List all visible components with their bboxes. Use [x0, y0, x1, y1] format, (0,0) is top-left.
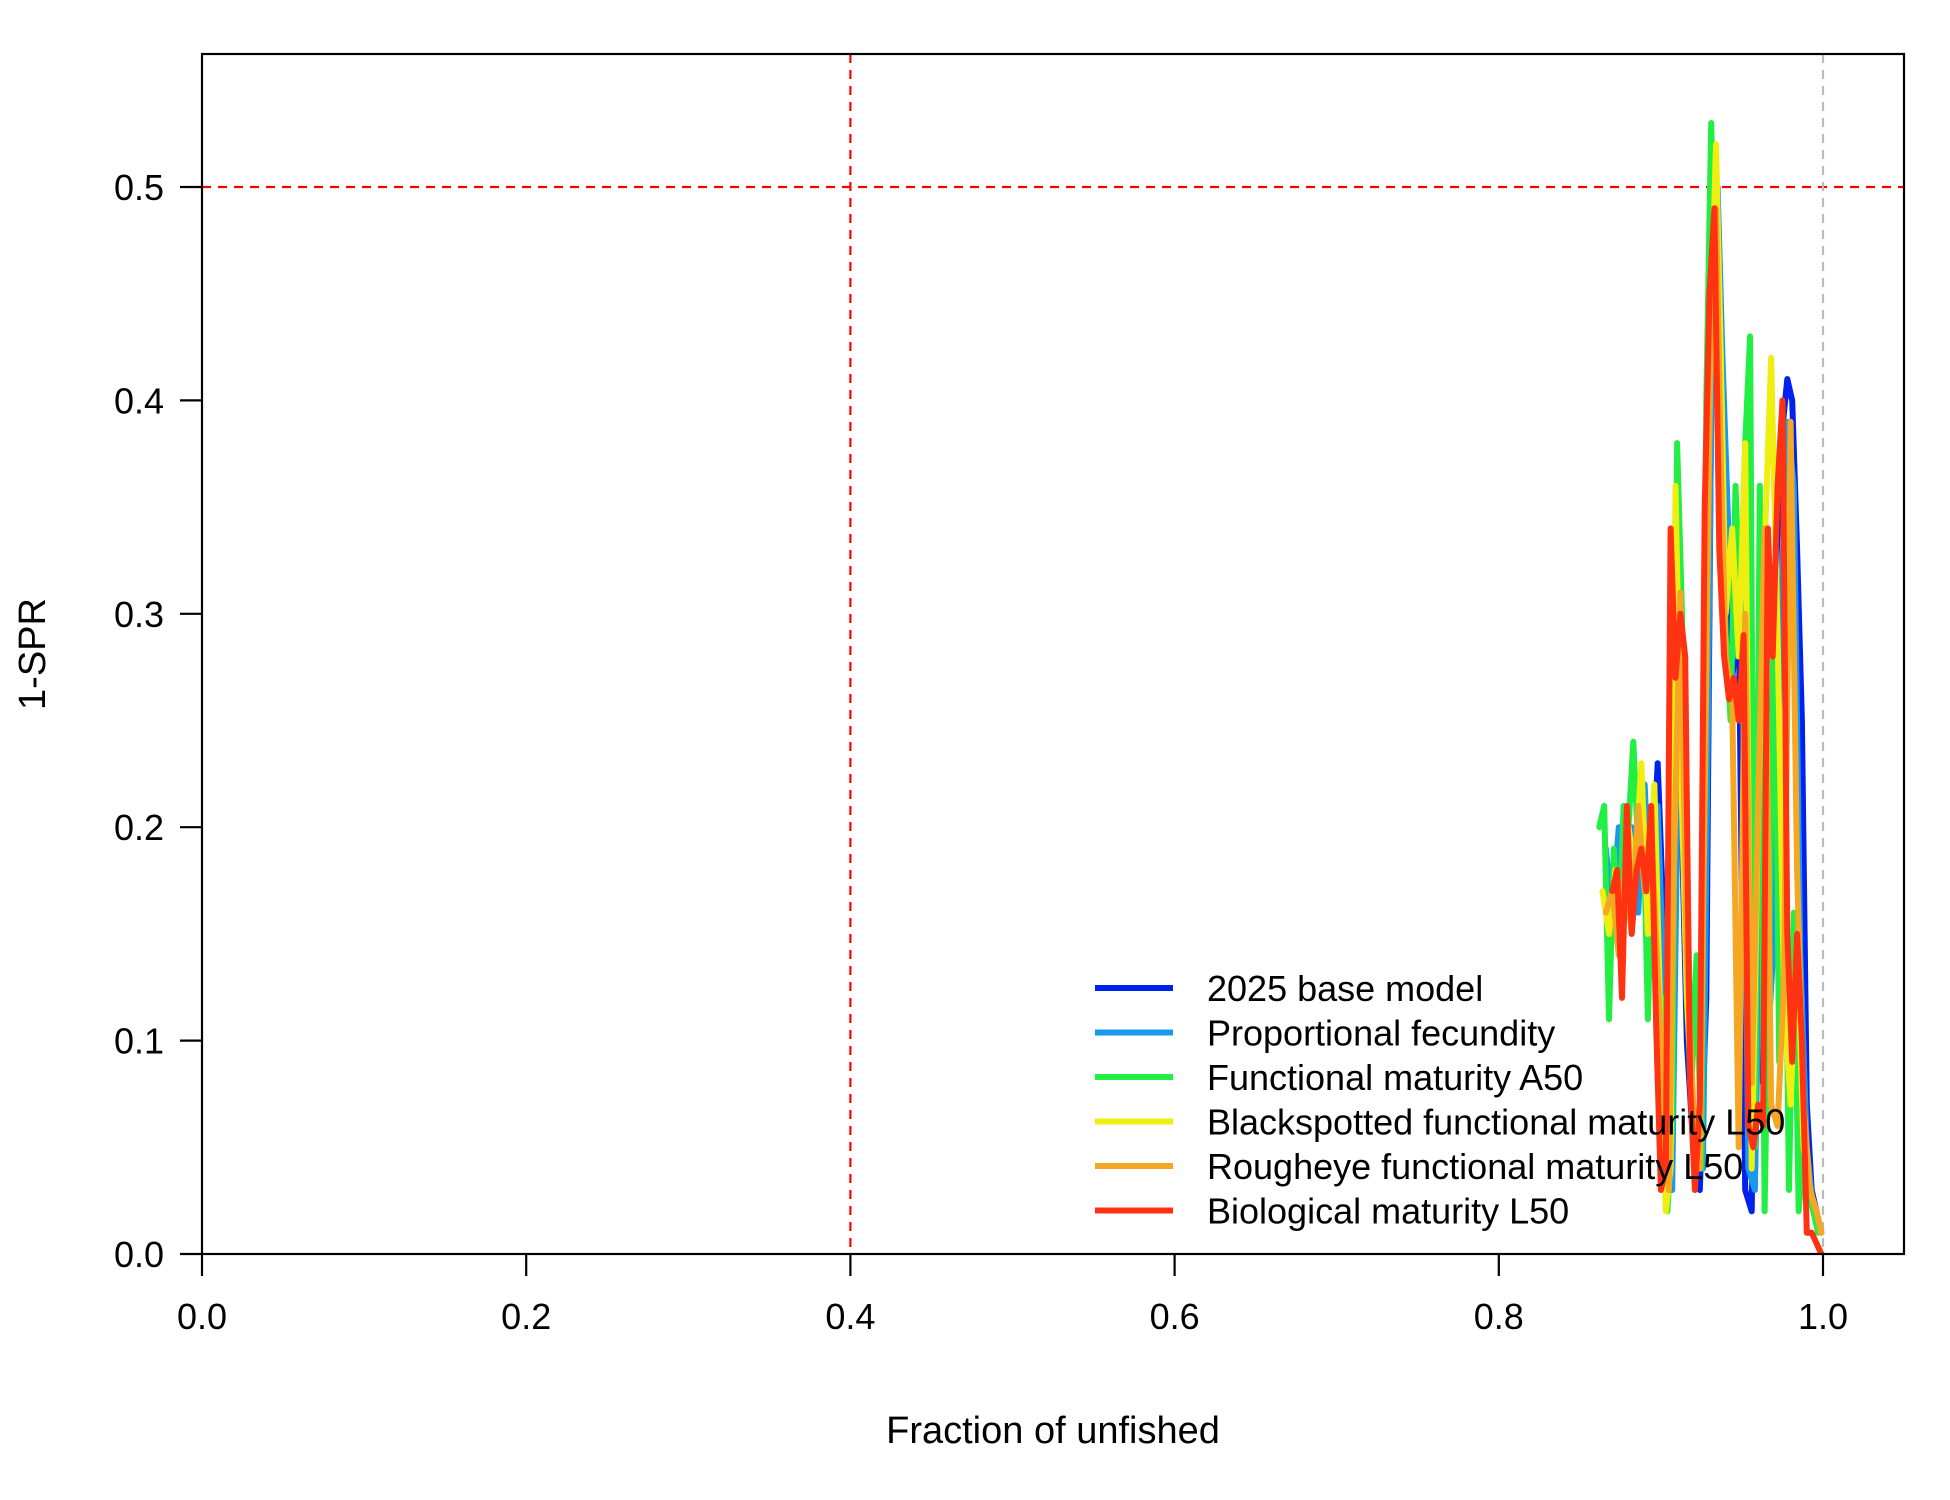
legend-label-1: 2025 base model: [1207, 968, 1483, 1009]
x-tick-label: 0.6: [1150, 1296, 1200, 1337]
x-axis-title: Fraction of unfished: [886, 1410, 1220, 1452]
x-tick-label: 0.0: [177, 1296, 227, 1337]
y-tick-label: 0.4: [114, 380, 164, 421]
x-tick-label: 0.2: [501, 1296, 551, 1337]
legend-label-2: Proportional fecundity: [1207, 1013, 1555, 1054]
legend-label-6: Biological maturity L50: [1207, 1191, 1569, 1232]
reference-lines: [202, 54, 1904, 1254]
x-tick-label: 0.8: [1474, 1296, 1524, 1337]
x-tick-label: 0.4: [825, 1296, 875, 1337]
y-axis: 0.0 0.1 0.2 0.3 0.4 0.5: [114, 167, 202, 1275]
x-tick-label: 1.0: [1798, 1296, 1848, 1337]
y-tick-label: 0.1: [114, 1021, 164, 1062]
x-axis: 0.0 0.2 0.4 0.6 0.8 1.0: [177, 1254, 1848, 1337]
legend-label-4: Blackspotted functional maturity L50: [1207, 1102, 1785, 1143]
y-tick-label: 0.3: [114, 594, 164, 635]
plot-frame: [200, 52, 1906, 1256]
series-lines: [1596, 120, 1825, 1254]
legend-label-5: Rougheye functional maturity L50: [1207, 1146, 1743, 1187]
y-tick-label: 0.0: [114, 1234, 164, 1275]
y-axis-title: 1-SPR: [12, 598, 54, 710]
series-line-6: [1609, 205, 1825, 1254]
y-tick-label: 0.5: [114, 167, 164, 208]
y-tick-label: 0.2: [114, 807, 164, 848]
legend-label-3: Functional maturity A50: [1207, 1057, 1583, 1098]
